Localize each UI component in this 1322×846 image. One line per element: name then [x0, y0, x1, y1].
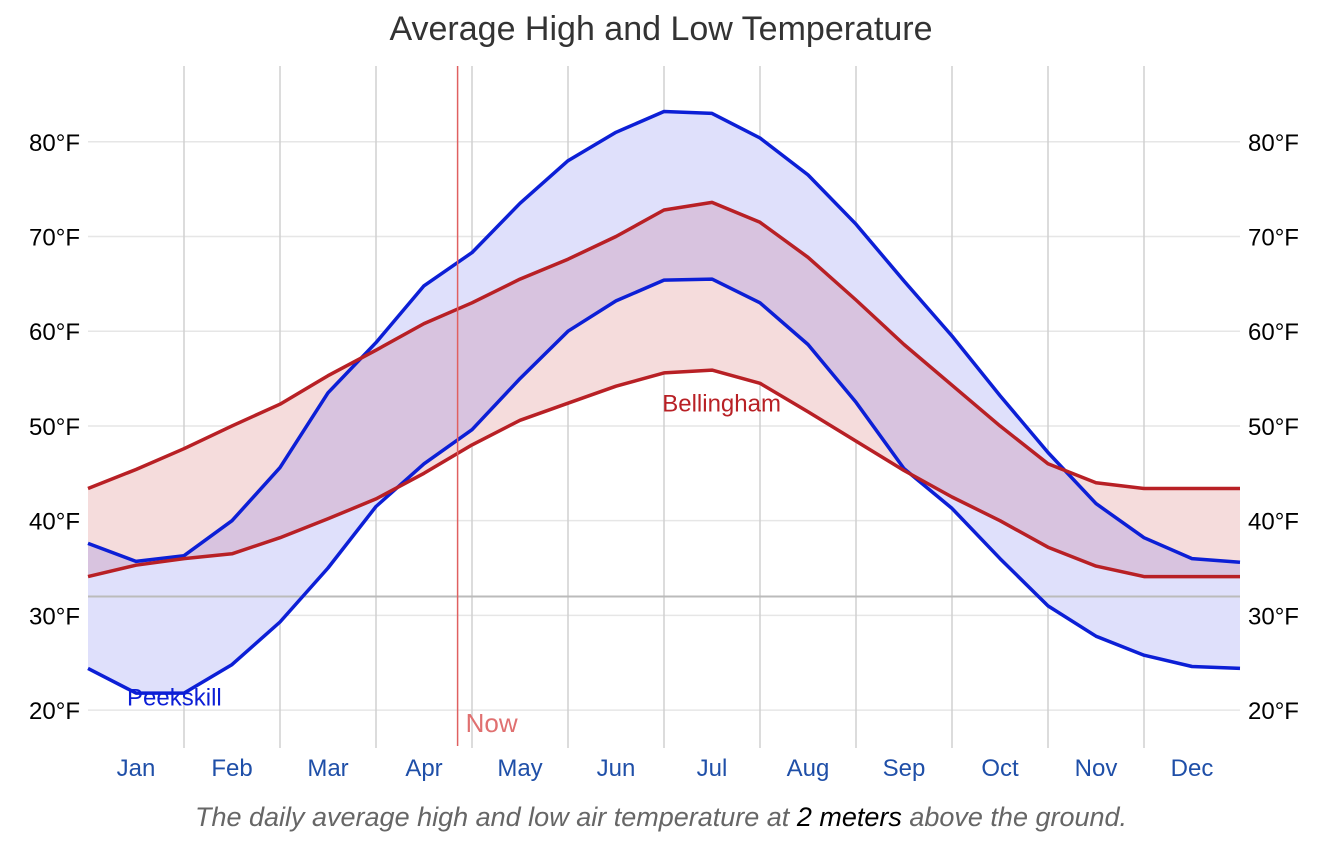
series-label-bellingham: Bellingham [662, 391, 781, 418]
now-label: Now [466, 708, 518, 738]
x-tick-jan: Jan [117, 755, 156, 782]
peekskill-low-line [87, 277, 1241, 695]
now-marker-layer: Now [456, 66, 518, 746]
y-tick-left-60: 60°F [29, 319, 80, 346]
x-tick-oct: Oct [981, 755, 1019, 782]
y-tick-left-40: 40°F [29, 509, 80, 536]
peekskill-high-line [87, 109, 1241, 565]
x-tick-aug: Aug [787, 755, 830, 782]
x-tick-jul: Jul [697, 755, 728, 782]
y-tick-right-60: 60°F [1248, 319, 1299, 346]
y-axis-right: 20°F 30°F 40°F 50°F 60°F 70°F 80°F [1248, 130, 1299, 725]
caption-prefix: The daily average high and low air tempe… [194, 802, 797, 832]
y-tick-right-70: 70°F [1248, 225, 1299, 252]
y-tick-left-50: 50°F [29, 414, 80, 441]
y-tick-right-40: 40°F [1248, 509, 1299, 536]
overlap-range-area [88, 202, 1240, 577]
x-axis: Jan Feb Mar Apr May Jun Jul Aug Sep Oct Nov Dec [117, 755, 1214, 782]
x-tick-apr: Apr [405, 755, 442, 782]
range-areas [88, 111, 1240, 694]
y-tick-left-30: 30°F [29, 603, 80, 630]
series-label-peekskill: Peekskill [127, 684, 222, 711]
x-tick-dec: Dec [1171, 755, 1214, 782]
x-tick-mar: Mar [307, 755, 348, 782]
x-tick-feb: Feb [211, 755, 252, 782]
chart-caption: The daily average high and low air tempe… [0, 802, 1322, 833]
caption-suffix: above the ground. [901, 802, 1128, 832]
y-tick-right-50: 50°F [1248, 414, 1299, 441]
series-labels: Peekskill Bellingham [127, 391, 781, 712]
y-tick-right-80: 80°F [1248, 130, 1299, 157]
y-tick-left-70: 70°F [29, 225, 80, 252]
caption-emphasis: 2 meters [796, 802, 902, 832]
y-axis-left: 20°F 30°F 40°F 50°F 60°F 70°F 80°F [29, 130, 80, 725]
x-tick-sep: Sep [883, 755, 926, 782]
x-tick-jun: Jun [597, 755, 636, 782]
series-lines [87, 109, 1241, 695]
y-tick-left-20: 20°F [29, 698, 80, 725]
x-tick-nov: Nov [1075, 755, 1118, 782]
y-tick-left-80: 80°F [29, 130, 80, 157]
y-tick-right-30: 30°F [1248, 603, 1299, 630]
y-tick-right-20: 20°F [1248, 698, 1299, 725]
x-tick-may: May [497, 755, 542, 782]
bellingham-low-line [87, 368, 1240, 579]
chart-title: Average High and Low Temperature [389, 10, 933, 48]
bellingham-high-line [87, 200, 1240, 491]
